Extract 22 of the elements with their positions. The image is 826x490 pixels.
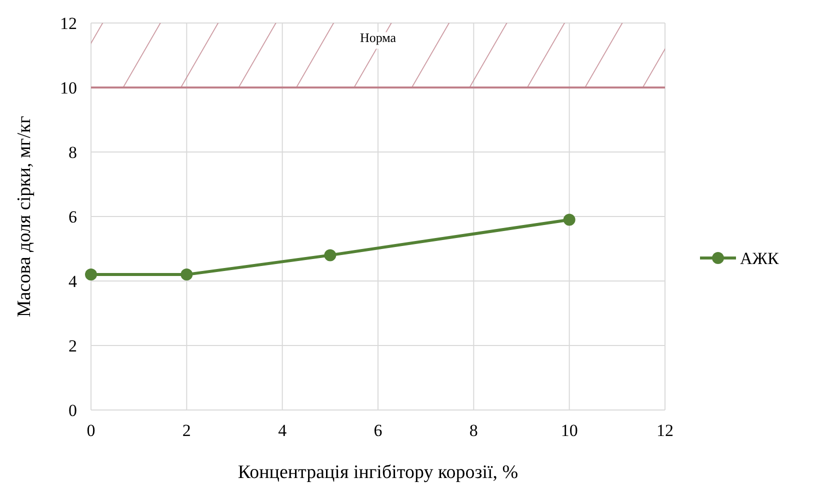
y-tick-label: 0 <box>68 401 77 420</box>
y-tick-label: 6 <box>68 208 77 226</box>
point <box>85 268 97 281</box>
y-tick-label: 2 <box>68 336 77 356</box>
y-tick-label: 10 <box>60 78 77 98</box>
y-axis-title: Масова доля сірки, мг/кг <box>14 116 35 318</box>
point <box>563 214 576 226</box>
y-tick-label: 8 <box>68 143 77 162</box>
x-tick-label: 0 <box>86 421 96 440</box>
x-tick-label: 8 <box>469 421 478 440</box>
x-tick-label: 10 <box>560 421 578 440</box>
point <box>324 249 336 262</box>
x-tick-label: 4 <box>278 421 288 440</box>
x-tick-label: 6 <box>374 421 382 440</box>
y-tick-label: 4 <box>68 272 78 291</box>
legend-label: АЖК <box>740 249 780 268</box>
y-tick-label: 12 <box>60 14 77 33</box>
x-tick-label: 12 <box>656 421 674 440</box>
x-axis-title: Концентрація інгібітору корозії, % <box>238 462 518 483</box>
band-label: Норма <box>360 30 396 45</box>
point <box>180 268 193 281</box>
x-tick-label: 2 <box>182 421 191 440</box>
